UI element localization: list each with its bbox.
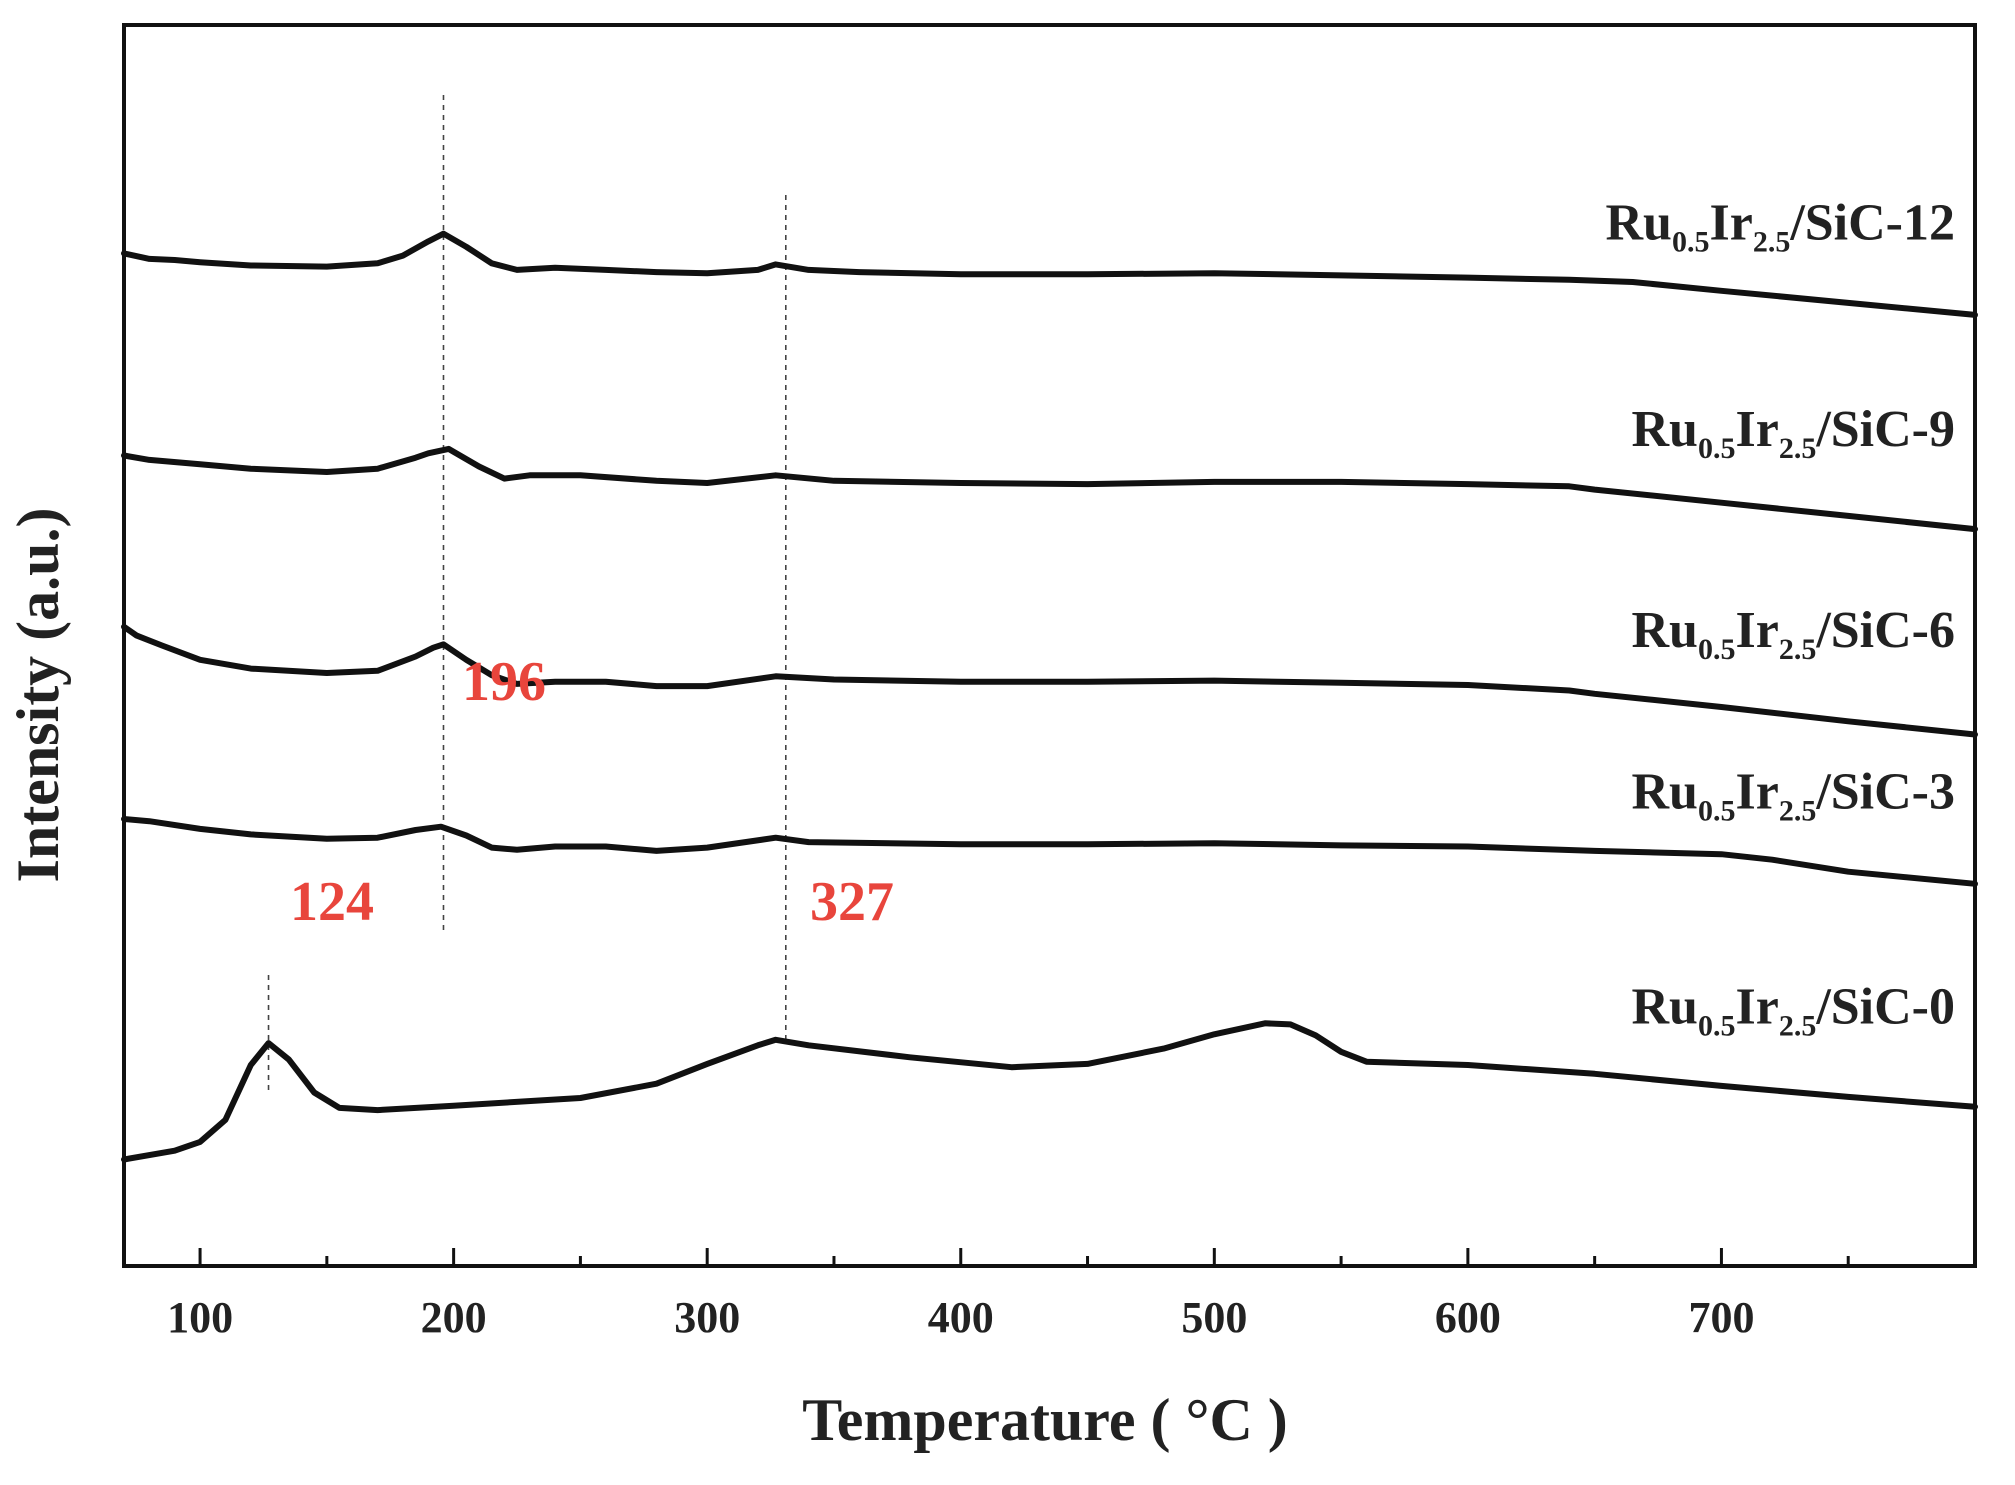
x-tick-label: 100	[167, 1293, 233, 1342]
series-label: Ru0.5Ir2.5/SiC-9	[1632, 401, 1956, 465]
series-labels: Ru0.5Ir2.5/SiC-12Ru0.5Ir2.5/SiC-9Ru0.5Ir…	[1606, 195, 1956, 1043]
x-tick-label: 200	[421, 1293, 487, 1342]
series-curves	[121, 230, 1978, 1163]
x-axis-ticks: 100 200 300 400 500 600 700	[167, 1248, 1850, 1342]
x-tick-label: 400	[928, 1293, 994, 1342]
series-label-part: /SiC-0	[1815, 979, 1955, 1036]
series-line-sic-0	[121, 1020, 1978, 1163]
series-label-part: Ir	[1709, 195, 1752, 252]
plot-frame	[122, 23, 1977, 1268]
series-label-part: Ru	[1632, 401, 1698, 458]
y-axis-label: Intensity (a.u.)	[5, 507, 71, 882]
series-label-part: 0.5	[1698, 633, 1736, 666]
x-tick-label: 600	[1435, 1293, 1501, 1342]
series-line-sic-3	[121, 816, 1978, 887]
series-label-part: 0.5	[1698, 432, 1736, 465]
series-label: Ru0.5Ir2.5/SiC-0	[1632, 979, 1956, 1043]
series-label-part: Ru	[1606, 195, 1672, 252]
series-line-sic-9	[121, 445, 1978, 533]
series-label-part: Ru	[1632, 602, 1698, 659]
series-line-sic-6	[121, 623, 1978, 738]
x-tick-label: 700	[1688, 1293, 1754, 1342]
series-label-part: /SiC-3	[1815, 763, 1955, 820]
series-label-part: /SiC-9	[1815, 401, 1955, 458]
series-label: Ru0.5Ir2.5/SiC-3	[1632, 763, 1956, 827]
x-axis-label: Temperature ( °C )	[802, 1387, 1288, 1453]
series-label-part: /SiC-6	[1815, 602, 1955, 659]
series-label-part: 2.5	[1779, 432, 1817, 465]
series-label-part: Ir	[1735, 401, 1778, 458]
series-label-part: 2.5	[1753, 226, 1791, 259]
series-label-part: 2.5	[1779, 633, 1817, 666]
series-label-part: 0.5	[1698, 794, 1736, 827]
series-label-part: 0.5	[1672, 226, 1710, 259]
series-label: Ru0.5Ir2.5/SiC-6	[1632, 602, 1956, 666]
x-tick-label: 500	[1181, 1293, 1247, 1342]
peak-annotation: 327	[810, 871, 894, 933]
peak-guide-lines	[267, 95, 787, 1090]
x-tick-label: 300	[674, 1293, 740, 1342]
series-label-part: 2.5	[1779, 794, 1817, 827]
series-label-part: /SiC-12	[1789, 195, 1955, 252]
peak-annotation: 196	[462, 651, 546, 713]
series-label-part: Ru	[1632, 763, 1698, 820]
series-label: Ru0.5Ir2.5/SiC-12	[1606, 195, 1956, 259]
series-label-part: Ir	[1735, 602, 1778, 659]
peak-annotation: 124	[290, 871, 374, 933]
series-line-sic-12	[121, 230, 1978, 318]
series-label-part: 2.5	[1779, 1010, 1817, 1043]
series-label-part: Ir	[1735, 979, 1778, 1036]
series-label-part: Ru	[1632, 979, 1698, 1036]
series-label-part: Ir	[1735, 763, 1778, 820]
peak-annotations: 124 196 327	[290, 651, 894, 933]
series-label-part: 0.5	[1698, 1010, 1736, 1043]
